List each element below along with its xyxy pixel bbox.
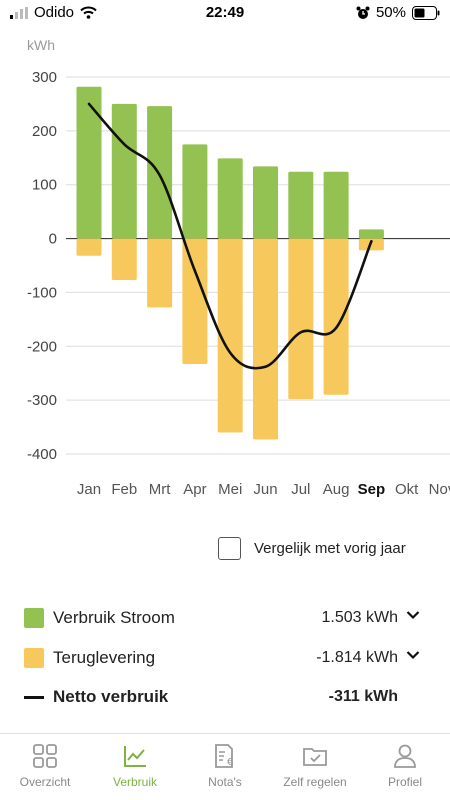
green-swatch (24, 608, 44, 628)
bar-teruglevering (111, 238, 137, 281)
tab-overzicht[interactable]: Overzicht (0, 734, 90, 800)
bar-teruglevering (253, 238, 278, 440)
legend-value: 1.503 kWh (321, 609, 398, 626)
x-tick-label: Apr (183, 481, 206, 498)
yellow-swatch (24, 648, 44, 668)
bar-teruglevering (76, 238, 102, 256)
y-tick-label: -300 (27, 392, 57, 409)
tab-bar: Overzicht Verbruik € Nota's Zelf regelen… (0, 733, 450, 800)
y-tick-label: -200 (27, 338, 57, 355)
bar-teruglevering (147, 238, 173, 308)
x-tick-label: Feb (111, 481, 137, 498)
bar-teruglevering (182, 238, 208, 365)
y-axis-label: kWh (27, 37, 55, 53)
compare-checkbox[interactable] (218, 537, 241, 560)
chevron-down-icon[interactable] (406, 610, 420, 620)
bar-teruglevering (217, 238, 243, 433)
person-icon (394, 744, 416, 768)
invoice-icon: € (215, 744, 233, 768)
bar-verbruik (358, 229, 384, 239)
netto-line (87, 102, 373, 370)
battery-percent: 50% (375, 4, 406, 21)
wifi-icon (80, 6, 97, 19)
x-tick-label: Aug (323, 481, 350, 498)
bar-verbruik (253, 166, 278, 239)
legend-label: Netto verbruik (53, 687, 169, 706)
legend-label: Teruglevering (53, 648, 156, 667)
usage-chart: 300 200 100 0 -100 -200 -300 -400 kWh Jan Feb Mrt Ap… (0, 28, 450, 508)
x-tick-label: Mrt (149, 481, 171, 498)
status-bar: Odido 22:49 50% (0, 0, 450, 28)
x-tick-label: Okt (395, 481, 419, 498)
bar-verbruik (323, 171, 349, 239)
grid-icon (33, 744, 57, 768)
signal-icon (10, 6, 28, 19)
x-tick-label: Sep (358, 481, 386, 498)
x-tick-label: Jan (77, 481, 101, 498)
y-tick-label: -400 (27, 446, 57, 463)
compare-label: Vergelijk met vorig jaar (254, 540, 406, 557)
bar-verbruik (111, 103, 137, 239)
svg-text:€: € (227, 757, 233, 768)
bar-verbruik (76, 86, 102, 239)
tab-label: Zelf regelen (283, 775, 347, 789)
battery-icon (412, 5, 440, 20)
x-tick-label: Jun (253, 481, 277, 498)
tab-notas[interactable]: € Nota's (180, 734, 270, 800)
alarm-icon (356, 6, 370, 19)
status-right: 50% (356, 4, 440, 21)
bar-verbruik (147, 106, 173, 239)
legend-row-netto: Netto verbruik -311 kWh (24, 683, 424, 711)
line-swatch (24, 695, 44, 699)
y-tick-label: 100 (32, 177, 57, 194)
bar-teruglevering (323, 238, 349, 395)
x-tick-label: Jul (291, 481, 310, 498)
tab-profiel[interactable]: Profiel (360, 734, 450, 800)
bar-verbruik (182, 144, 208, 239)
y-tick-label: -100 (27, 284, 57, 301)
bar-teruglevering (288, 238, 314, 400)
tab-verbruik[interactable]: Verbruik (90, 734, 180, 800)
tab-label: Profiel (387, 775, 422, 789)
clock: 22:49 (205, 4, 245, 21)
folder-check-icon (303, 748, 327, 766)
tab-label: Overzicht (19, 775, 71, 789)
usage-chart-svg: 300 200 100 0 -100 -200 -300 -400 kWh Jan Feb Mrt Ap… (27, 37, 450, 498)
compare-previous-year[interactable]: Vergelijk met vorig jaar (218, 537, 406, 560)
chart-icon (124, 746, 146, 767)
legend-value: -1.814 kWh (316, 649, 398, 666)
y-tick-label: 200 (32, 123, 57, 140)
tab-label: Verbruik (112, 775, 158, 789)
legend-row-verbruik[interactable]: Verbruik Stroom 1.503 kWh (24, 604, 424, 632)
legend-label: Verbruik Stroom (53, 608, 175, 627)
x-tick-label: Mei (218, 481, 242, 498)
y-tick-label: 300 (32, 69, 57, 86)
y-tick-label: 0 (49, 231, 57, 248)
tab-zelf-regelen[interactable]: Zelf regelen (270, 734, 360, 800)
legend-row-teruglevering[interactable]: Teruglevering -1.814 kWh (24, 644, 424, 672)
legend-value: -311 kWh (328, 688, 398, 705)
status-left: Odido (10, 4, 97, 21)
tab-label: Nota's (208, 775, 242, 789)
bar-verbruik (217, 158, 243, 239)
chevron-down-icon[interactable] (406, 650, 420, 660)
x-tick-label: Nov (429, 481, 450, 498)
carrier-name: Odido (34, 4, 75, 21)
bar-verbruik (288, 171, 314, 239)
